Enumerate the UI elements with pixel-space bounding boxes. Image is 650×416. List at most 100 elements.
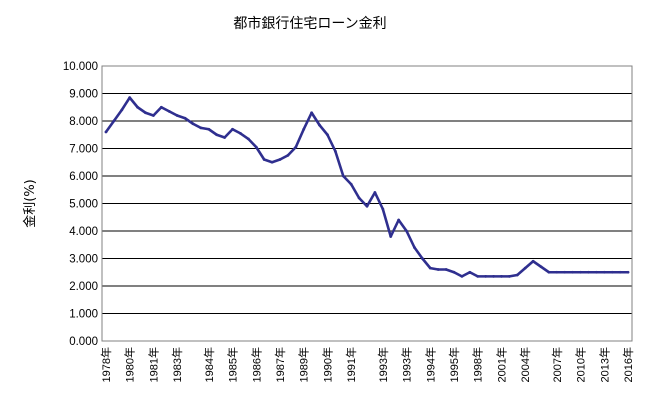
data-point [278,158,282,161]
x-tick-label: 2007年 [550,347,564,382]
data-point [507,274,511,278]
x-tick-label: 2016年 [621,347,635,382]
data-point [112,119,116,123]
x-tick-label: 1990年 [320,347,334,382]
x-tick-label: 1993年 [400,347,414,382]
x-tick-label: 1984年 [202,347,216,382]
data-point [373,191,377,194]
data-point [468,270,472,274]
y-tick-label: 3.000 [69,254,98,266]
x-tick-label: 2013年 [597,347,611,382]
data-point [349,182,353,186]
data-point [626,270,630,274]
y-tick-label: 5.000 [69,199,98,211]
x-axis: 1978年 1980年 1981年 1983年 1984年 1985年 1986年 1987年… [99,347,635,382]
data-point [270,160,274,164]
x-tick-label: 1998年 [471,347,485,382]
x-tick-label: 1995年 [447,347,461,382]
x-tick-label: 1986年 [249,347,263,382]
data-point [595,270,598,274]
data-point [365,204,369,208]
data-point [120,108,124,112]
data-point [167,109,171,113]
x-tick-label: 1983年 [170,347,184,382]
data-point [420,257,424,260]
y-tick-label: 8.000 [69,116,98,128]
data-point [484,274,488,278]
data-point [175,114,179,117]
x-tick-label: 1987年 [273,347,287,382]
data-point [191,122,195,126]
data-point [563,270,567,274]
data-point [310,111,314,115]
x-tick-label: 1985年 [226,347,240,382]
plot-area [101,65,633,342]
data-point [452,270,456,274]
y-tick-label: 0.000 [69,336,98,348]
data-point [397,218,401,222]
data-point [436,268,440,271]
x-tick-label: 1978年 [99,347,113,382]
data-point [326,133,329,137]
x-tick-label: 2010年 [574,347,588,382]
data-point [231,127,234,131]
data-point [254,145,258,149]
data-point [610,270,614,274]
data-point [428,266,432,270]
data-point [341,174,345,178]
x-tick-label: 2004年 [518,347,532,382]
data-point [531,259,535,263]
data-point [547,270,551,274]
data-point [389,235,393,238]
x-tick-label: 1993年 [376,347,390,382]
data-point [602,270,606,274]
data-point [223,136,227,139]
data-point [128,96,132,100]
data-point [476,274,480,278]
y-tick-label: 9.000 [69,89,98,101]
data-point [381,207,385,211]
data-point [294,145,298,149]
y-tick-label: 1.000 [69,309,98,321]
data-point [492,274,495,278]
data-points [104,96,630,278]
x-tick-label: 2001年 [494,347,508,382]
chart-title: 都市銀行住宅ローン金利 [233,15,386,32]
x-tick-label: 1991年 [344,347,358,382]
data-point [144,111,147,115]
data-point [262,158,266,161]
y-tick-label: 2.000 [69,281,98,293]
data-point [302,127,306,131]
x-tick-label: 1980年 [123,347,137,382]
x-tick-label: 1989年 [297,347,311,382]
y-axis: 0.000 1.000 2.000 3.000 4.000 5.000 6.000 7.000… [63,61,98,348]
data-point [405,229,408,233]
y-axis-label: 金利(%) [22,179,38,228]
data-point [239,131,242,135]
y-tick-label: 4.000 [69,226,98,238]
gridlines [102,65,632,342]
data-point [539,265,543,269]
data-point [357,196,361,200]
data-point [286,153,290,157]
data-point [246,137,250,141]
data-point [215,133,219,137]
data-point [579,270,582,274]
data-point [523,266,527,270]
data-point [413,246,416,249]
x-tick-label: 1994年 [423,347,437,382]
data-point [555,270,559,274]
data-point [587,270,590,274]
data-point [515,273,519,277]
data-point [571,270,575,274]
data-point [500,274,503,278]
data-point [152,114,155,117]
data-point [207,127,211,131]
data-point [318,123,321,127]
data-point [333,149,337,153]
data-point [199,126,203,130]
data-point [444,268,448,271]
series-line-interest-rate [104,96,629,278]
x-tick-label: 1981年 [146,347,160,382]
